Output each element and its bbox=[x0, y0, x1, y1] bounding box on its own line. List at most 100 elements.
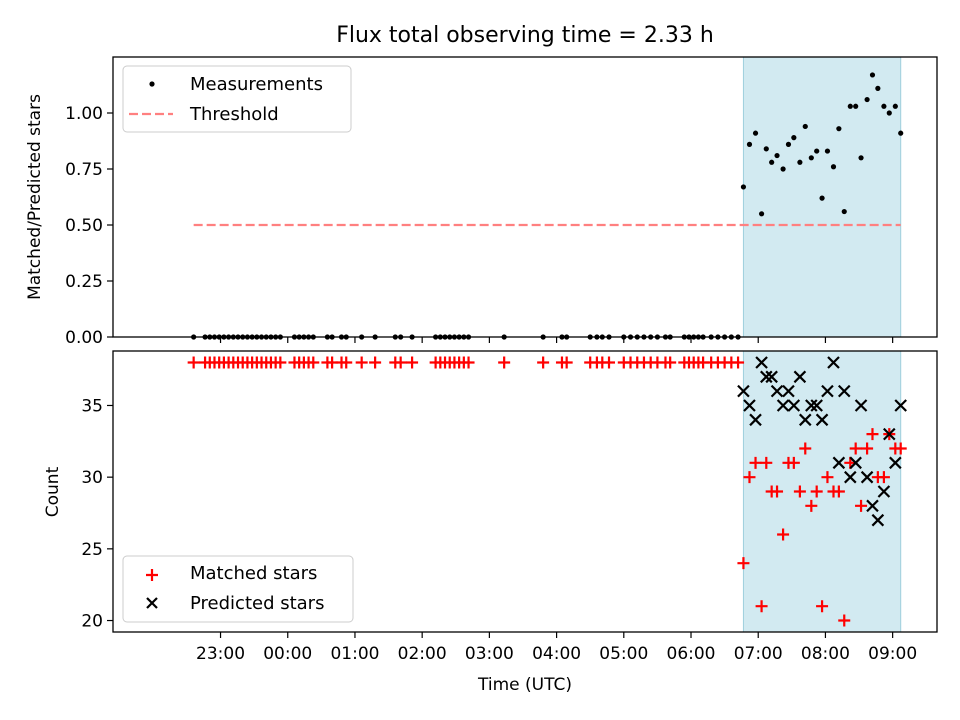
x-axis-label: Time (UTC) bbox=[477, 675, 572, 695]
matched-star-point bbox=[355, 356, 368, 369]
measurement-point bbox=[797, 159, 803, 165]
predicted-star-point bbox=[815, 413, 829, 427]
measurement-points bbox=[191, 72, 904, 340]
predicted-star-point bbox=[782, 384, 795, 398]
matched-star-point bbox=[805, 499, 818, 512]
bottom-legend: Matched stars Predicted stars bbox=[122, 555, 354, 623]
matched-star-point bbox=[664, 356, 677, 369]
x-tick-label: 03:00 bbox=[465, 644, 514, 664]
top-legend-box bbox=[122, 65, 352, 133]
bottom-legend-box bbox=[122, 555, 354, 623]
predicted-star-point bbox=[755, 356, 768, 369]
measurement-point bbox=[769, 159, 775, 165]
legend-marker-predicted bbox=[146, 597, 158, 609]
measurement-point bbox=[830, 164, 837, 170]
predicted-star-point bbox=[860, 470, 874, 484]
top-legend: Measurements Threshold bbox=[122, 65, 352, 133]
x-tick-label: 05:00 bbox=[599, 644, 648, 664]
matched-star-point bbox=[810, 485, 823, 498]
x-tick-label: 00:00 bbox=[263, 644, 312, 664]
measurement-point bbox=[774, 152, 780, 159]
matched-star-point bbox=[560, 356, 573, 369]
matched-star-point bbox=[855, 499, 868, 512]
predicted-star-point bbox=[894, 399, 907, 412]
y-tick-label: 1.00 bbox=[65, 104, 103, 124]
top-axes-frame bbox=[112, 56, 938, 338]
predicted-star-point bbox=[827, 356, 840, 369]
matched-star-point bbox=[732, 356, 745, 369]
measurement-point bbox=[808, 155, 814, 161]
measurement-point bbox=[752, 130, 759, 136]
matched-star-point bbox=[737, 557, 750, 570]
measurement-point bbox=[836, 126, 842, 132]
predicted-star-point bbox=[737, 384, 750, 398]
measurement-point bbox=[864, 96, 870, 103]
matched-star-point bbox=[307, 356, 320, 369]
matched-star-point bbox=[462, 356, 475, 369]
matched-star-point bbox=[861, 442, 874, 455]
measurement-point bbox=[841, 208, 847, 215]
matched-star-point bbox=[793, 485, 806, 498]
predicted-star-point bbox=[877, 485, 891, 498]
matched-star-point bbox=[537, 356, 550, 369]
matched-star-point bbox=[832, 485, 845, 498]
matched-star-point bbox=[866, 428, 879, 441]
measurement-point bbox=[746, 141, 753, 147]
measurement-point bbox=[763, 146, 769, 152]
predicted-star-point bbox=[871, 513, 885, 527]
bottom-x-ticks: 23:00 00:00 01:00 02:00 03:00 04:00 05:00 06:00… bbox=[196, 632, 917, 664]
y-tick-label: 0.75 bbox=[65, 160, 103, 180]
count-panel: 20 25 30 35 23:00 00:00 01:00 02:00 03:00 04:00 0… bbox=[43, 350, 938, 695]
matched-star-point bbox=[877, 471, 890, 484]
measurement-point bbox=[869, 72, 876, 78]
measurement-point bbox=[886, 110, 892, 116]
matched-star-point bbox=[760, 456, 773, 469]
y-tick-label: 35 bbox=[81, 396, 103, 416]
measurement-point bbox=[853, 103, 859, 109]
measurement-point bbox=[814, 148, 820, 154]
measurement-point bbox=[858, 155, 864, 161]
measurement-point bbox=[791, 135, 797, 141]
matched-star-point bbox=[777, 528, 790, 541]
x-tick-label: 01:00 bbox=[330, 644, 379, 664]
matched-star-point bbox=[771, 485, 784, 498]
predicted-star-point bbox=[849, 456, 862, 470]
bottom-y-ticks: 20 25 30 35 bbox=[81, 396, 113, 632]
x-tick-label: 23:00 bbox=[196, 644, 245, 664]
matched-star-point bbox=[743, 471, 756, 484]
predicted-star-point bbox=[805, 399, 818, 412]
legend-marker-matched bbox=[146, 569, 158, 581]
legend-label-threshold: Threshold bbox=[189, 104, 279, 125]
legend-label-measurements: Measurements bbox=[190, 74, 323, 95]
legend-marker-measurements bbox=[149, 81, 155, 87]
predicted-star-point bbox=[760, 370, 773, 384]
matched-star-point bbox=[406, 356, 419, 369]
predicted-star-point bbox=[743, 399, 756, 412]
measurement-point bbox=[881, 103, 887, 109]
y-tick-label: 20 bbox=[81, 612, 103, 632]
matched-star-point bbox=[799, 442, 812, 455]
y-tick-label: 0.00 bbox=[65, 328, 103, 348]
predicted-star-point bbox=[854, 399, 868, 412]
measurement-point bbox=[824, 148, 831, 154]
x-tick-label: 04:00 bbox=[532, 644, 581, 664]
x-tick-label: 08:00 bbox=[801, 644, 850, 664]
predicted-star-point bbox=[810, 399, 823, 412]
predicted-star-point bbox=[844, 470, 857, 484]
predicted-star-point bbox=[866, 499, 879, 513]
measurement-point bbox=[802, 123, 808, 130]
matched-star-point bbox=[274, 356, 287, 369]
matched-star-point bbox=[755, 600, 768, 613]
matched-star-point bbox=[187, 356, 200, 369]
matched-star-point bbox=[340, 356, 353, 369]
y-tick-label: 25 bbox=[81, 540, 103, 560]
legend-label-predicted: Predicted stars bbox=[190, 593, 324, 614]
measurement-point bbox=[892, 103, 898, 109]
legend-label-matched: Matched stars bbox=[190, 563, 317, 584]
matched-star-point bbox=[603, 356, 616, 369]
measurement-point bbox=[819, 195, 825, 201]
predicted-star-point bbox=[749, 413, 762, 427]
predicted-star-point bbox=[765, 370, 778, 384]
predicted-star-points bbox=[737, 356, 907, 527]
matched-star-points bbox=[187, 356, 907, 627]
